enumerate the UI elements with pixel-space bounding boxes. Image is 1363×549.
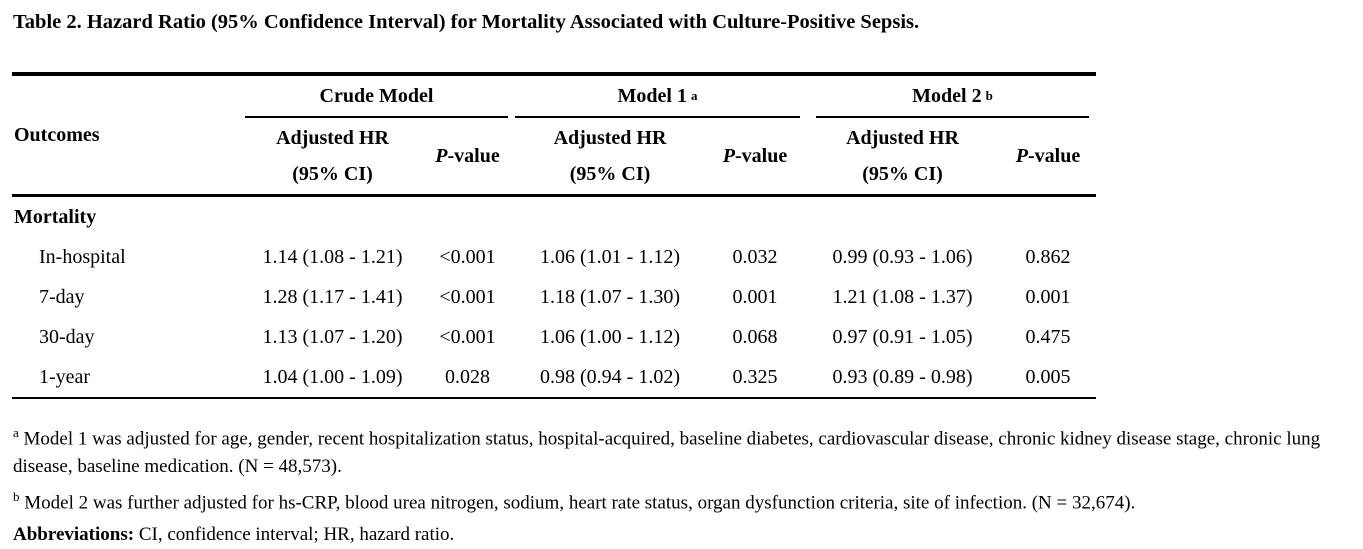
- footnote-b: b Model 2 was further adjusted for hs-CR…: [13, 483, 1359, 517]
- model2-hr-value: 0.97 (0.91 - 1.05): [832, 325, 973, 348]
- crude-p-value: <0.001: [439, 285, 496, 308]
- p-rest: -value: [735, 144, 788, 167]
- subheader-model2-p-value: P -value: [1000, 118, 1096, 194]
- outcome-label-1-year: 1-year: [39, 365, 91, 388]
- crude-hr-value: 1.14 (1.08 - 1.21): [262, 245, 403, 268]
- footnotes: a Model 1 was adjusted for age, gender, …: [13, 419, 1359, 549]
- p-rest: -value: [447, 144, 500, 167]
- crude-p-value: 0.028: [445, 365, 490, 388]
- subheader-crude-p-value: P -value: [420, 118, 515, 194]
- table-title: Table 2. Hazard Ratio (95% Confidence In…: [13, 11, 920, 33]
- adjusted-hr-line1: Adjusted HR: [846, 127, 959, 149]
- model2-p-value: 0.475: [1025, 325, 1071, 348]
- outcome-label-7-day: 7-day: [39, 285, 85, 308]
- crude-p-value: <0.001: [439, 325, 496, 348]
- model1-hr-value: 1.06 (1.00 - 1.12): [540, 325, 680, 348]
- footnote-a: a Model 1 was adjusted for age, gender, …: [13, 419, 1359, 481]
- footnote-b-text: Model 2 was further adjusted for hs-CRP,…: [24, 492, 1136, 514]
- model1-p-value: 0.325: [732, 365, 778, 388]
- adjusted-hr-line1: Adjusted HR: [276, 127, 389, 149]
- outcome-label-in-hospital: In-hospital: [39, 245, 126, 268]
- model2-hr-value: 0.93 (0.89 - 0.98): [832, 365, 973, 388]
- subheader-crude-adjusted-hr: Adjusted HR (95% CI): [245, 118, 420, 194]
- model1-p-value: 0.001: [732, 285, 778, 308]
- subheader-model2-adjusted-hr: Adjusted HR (95% CI): [805, 118, 1000, 194]
- abbreviations-line: Abbreviations: CI, confidence interval; …: [13, 521, 1359, 549]
- p-italic: P: [722, 144, 735, 167]
- adjusted-hr-line2: (95% CI): [862, 163, 943, 185]
- group-label-crude: Crude Model: [319, 84, 434, 107]
- group-label-model-2: Model 2: [912, 84, 982, 107]
- column-header-outcomes: Outcomes: [14, 123, 100, 146]
- model1-hr-value: 0.98 (0.94 - 1.02): [540, 365, 680, 388]
- footnote-a-text: Model 1 was adjusted for age, gender, re…: [13, 428, 1321, 478]
- group-label-model-1: Model 1: [617, 84, 687, 107]
- footnote-marker-b: b: [13, 489, 20, 505]
- model2-p-value: 0.005: [1025, 365, 1071, 388]
- crude-hr-value: 1.04 (1.00 - 1.09): [262, 365, 403, 388]
- abbreviations-label: Abbreviations:: [13, 523, 135, 545]
- footnote-marker-a: a: [13, 425, 19, 440]
- crude-hr-value: 1.13 (1.07 - 1.20): [262, 325, 403, 348]
- model2-p-value: 0.862: [1025, 245, 1071, 268]
- adjusted-hr-line2: (95% CI): [569, 163, 651, 185]
- p-rest: -value: [1028, 144, 1081, 167]
- model1-hr-value: 1.18 (1.07 - 1.30): [540, 285, 680, 308]
- model1-hr-value: 1.06 (1.01 - 1.12): [540, 245, 680, 268]
- adjusted-hr-line1: Adjusted HR: [553, 127, 667, 149]
- outcome-label-30-day: 30-day: [39, 325, 95, 348]
- crude-p-value: <0.001: [439, 245, 496, 268]
- group-header-crude-model: Crude Model: [245, 76, 508, 118]
- model1-p-value: 0.068: [732, 325, 778, 348]
- subheader-model1-adjusted-hr: Adjusted HR (95% CI): [515, 118, 705, 194]
- p-italic: P: [435, 144, 448, 167]
- table-body: Mortality In-hospital 1.14 (1.08 - 1.21)…: [12, 197, 1096, 399]
- model2-hr-value: 0.99 (0.93 - 1.06): [832, 245, 973, 268]
- section-row-mortality: Mortality: [14, 205, 97, 228]
- superscript-a: a: [690, 88, 698, 103]
- model1-p-value: 0.032: [732, 245, 778, 268]
- subheader-model1-p-value: P -value: [705, 118, 805, 194]
- superscript-b: b: [985, 88, 993, 103]
- adjusted-hr-line2: (95% CI): [292, 163, 373, 185]
- model2-hr-value: 1.21 (1.08 - 1.37): [832, 285, 973, 308]
- p-italic: P: [1015, 144, 1028, 167]
- crude-hr-value: 1.28 (1.17 - 1.41): [262, 285, 403, 308]
- abbreviations-text: CI, confidence interval; HR, hazard rati…: [138, 523, 455, 545]
- model2-p-value: 0.001: [1025, 285, 1071, 308]
